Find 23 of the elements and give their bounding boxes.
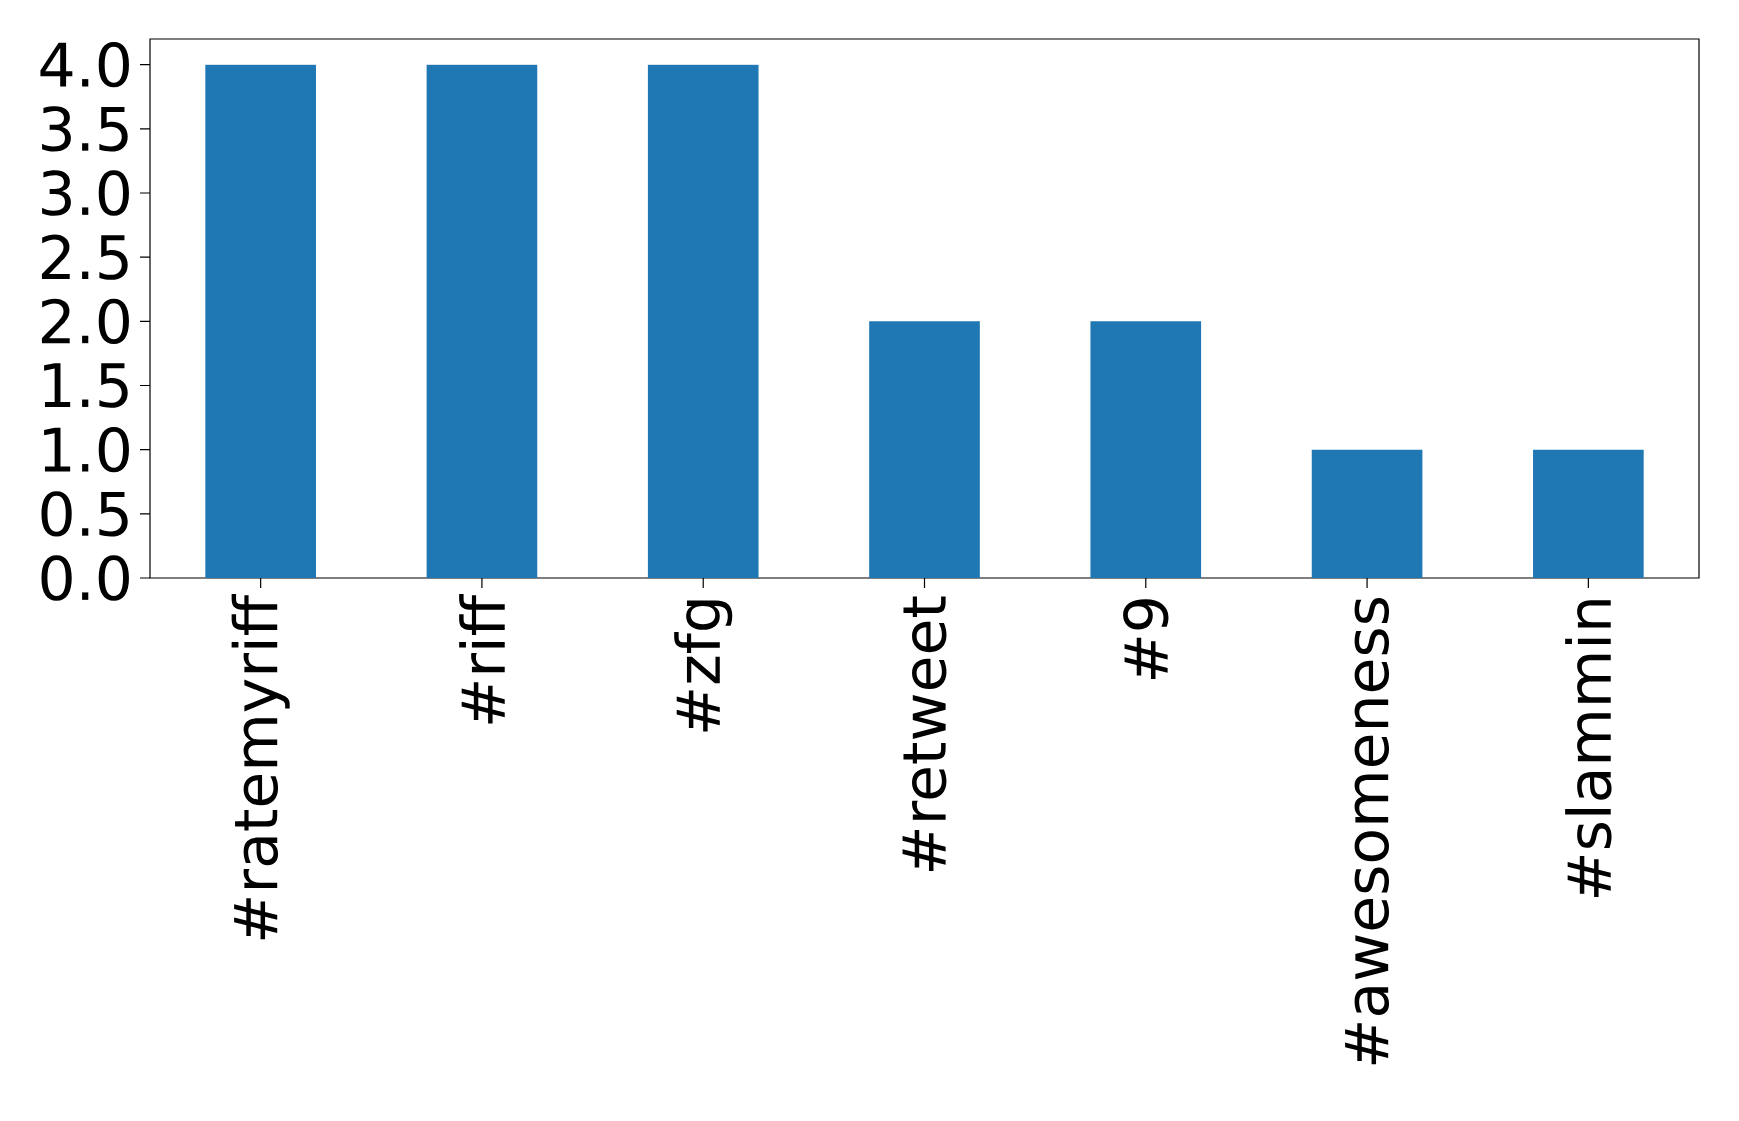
x-tick-label: #9 (1123, 599, 1169, 679)
y-tick-label: 3.0 (42, 170, 129, 216)
x-tick-label: #retweet (902, 596, 947, 871)
bar (1090, 321, 1202, 579)
y-tick-label: 4.0 (40, 41, 129, 88)
y-tick-label: 3.5 (42, 106, 128, 152)
bar (647, 64, 759, 579)
bar (869, 321, 980, 579)
y-tick-label: 2.5 (41, 234, 128, 280)
y-tick-label: 0.5 (41, 491, 128, 537)
x-tick-label: #riff (459, 593, 505, 724)
y-tick-label: 0.0 (41, 555, 129, 601)
x-tick-label: #slammin (1565, 600, 1612, 897)
x-tick-label: #ratemyriff (231, 593, 290, 940)
y-tick-label: 1.0 (44, 426, 129, 473)
y-tick-label: 2.0 (41, 298, 129, 345)
x-tick-label: #awesomeness (1345, 598, 1390, 1065)
x-tick-label: #zfg (674, 600, 733, 732)
bar (1533, 449, 1644, 579)
y-tick-label: 1.5 (44, 363, 128, 408)
bar (205, 64, 316, 579)
bar (1311, 449, 1423, 579)
bar (426, 64, 538, 579)
